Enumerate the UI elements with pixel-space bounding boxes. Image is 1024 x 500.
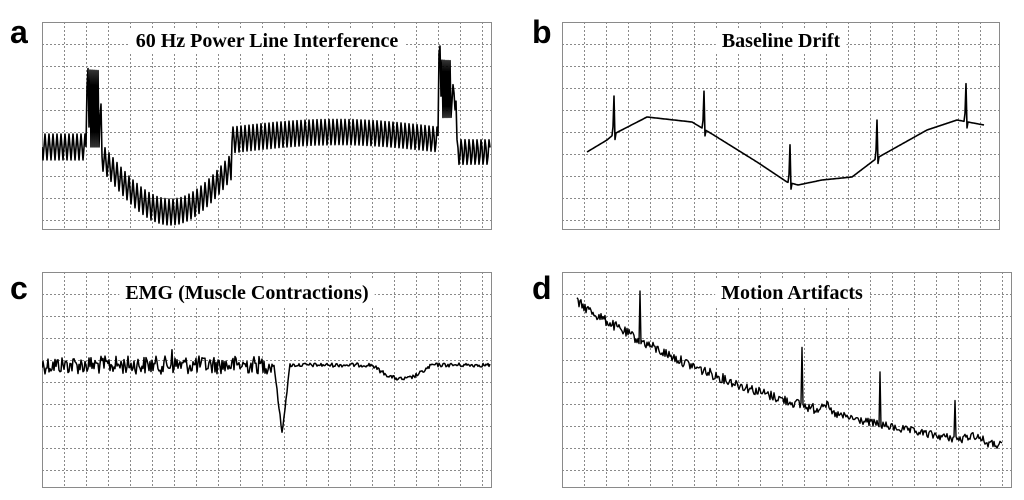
panel-d-title: Motion Artifacts [721, 282, 863, 304]
panel-b-trace [587, 84, 984, 189]
panel-a-powerline: 60 Hz Power Line Interference [42, 22, 492, 230]
panel-letter-c: c [10, 272, 28, 304]
panel-d-trace [577, 291, 1002, 448]
panel-c-emg: EMG (Muscle Contractions) [42, 272, 492, 488]
panel-d-chart: Motion Artifacts [562, 272, 1012, 488]
panel-c-title: EMG (Muscle Contractions) [125, 282, 368, 304]
panel-b-baseline-drift: Baseline Drift [562, 22, 1000, 230]
panel-b-chart: Baseline Drift [562, 22, 1000, 230]
panel-a-chart: 60 Hz Power Line Interference [42, 22, 492, 230]
panel-c-chart: EMG (Muscle Contractions) [42, 272, 492, 488]
panel-d-motion: Motion Artifacts [562, 272, 1012, 488]
panel-letter-d: d [532, 272, 552, 304]
panel-a-title: 60 Hz Power Line Interference [136, 30, 399, 52]
panel-letter-a: a [10, 16, 28, 48]
panel-b-title: Baseline Drift [722, 30, 841, 52]
panel-letter-b: b [532, 16, 552, 48]
panel-c-trace [42, 350, 490, 432]
